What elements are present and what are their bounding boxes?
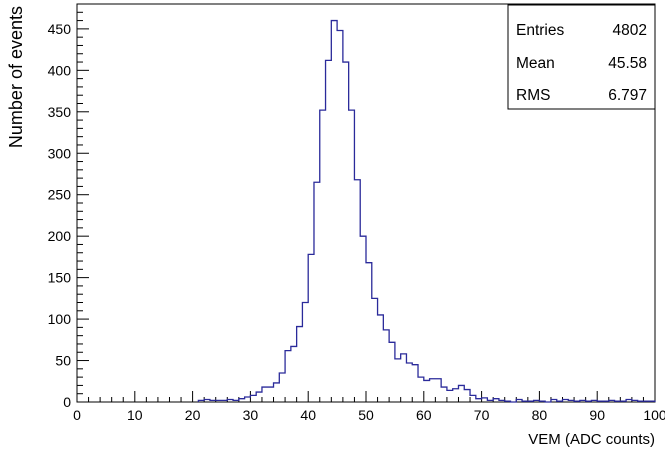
y-tick-label: 200 <box>48 228 72 244</box>
histogram-line <box>197 19 656 403</box>
y-tick-label: 400 <box>48 62 72 78</box>
y-tick-label: 250 <box>48 187 72 203</box>
x-tick-label: 30 <box>243 407 259 423</box>
y-tick-label: 300 <box>48 145 72 161</box>
x-axis-title: VEM (ADC counts) <box>528 431 655 448</box>
x-tick-label: 70 <box>474 407 490 423</box>
x-tick-label: 50 <box>358 407 374 423</box>
x-tick-label: 20 <box>185 407 201 423</box>
stats-box: Entries 4802 Mean 45.58 RMS 6.797 <box>507 4 656 110</box>
stats-entries-value: 4802 <box>613 22 647 39</box>
y-axis-title: Number of events <box>6 6 26 148</box>
tick-labels: 0 10 20 30 40 50 60 70 80 90 100 0 50 100 150 200 250 300… <box>48 21 665 423</box>
y-tick-label: 0 <box>63 394 71 410</box>
stats-entries-label: Entries <box>516 22 564 39</box>
x-tick-label: 80 <box>532 407 548 423</box>
stats-mean-label: Mean <box>516 55 555 72</box>
x-tick-label: 90 <box>589 407 605 423</box>
stats-mean-value: 45.58 <box>608 55 647 72</box>
y-tick-label: 350 <box>48 104 72 120</box>
x-tick-label: 0 <box>73 407 81 423</box>
stats-rms-value: 6.797 <box>608 87 647 104</box>
x-tick-label: 60 <box>416 407 432 423</box>
x-tick-label: 40 <box>300 407 316 423</box>
y-tick-label: 100 <box>48 311 72 327</box>
y-tick-label: 50 <box>55 353 71 369</box>
stats-rms-label: RMS <box>516 87 550 104</box>
y-tick-label: 150 <box>48 270 72 286</box>
y-tick-label: 450 <box>48 21 72 37</box>
x-tick-label: 10 <box>127 407 143 423</box>
x-tick-label: 100 <box>643 407 665 423</box>
